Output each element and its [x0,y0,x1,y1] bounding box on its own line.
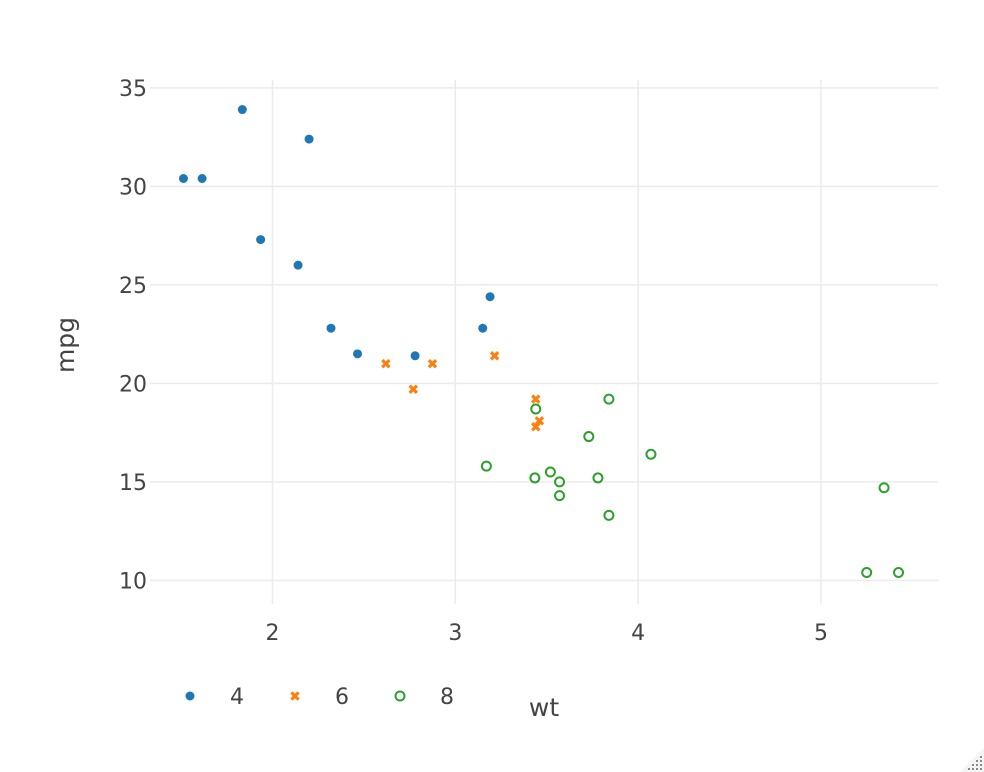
resize-handle-icon[interactable] [960,748,984,772]
data-point[interactable] [427,358,438,369]
y-tick-label: 35 [119,77,147,102]
data-point[interactable] [237,105,247,115]
data-point[interactable] [381,358,391,369]
x-tick-label: 3 [448,621,462,646]
data-point[interactable] [478,323,488,333]
legend-marker[interactable] [185,691,195,701]
data-point[interactable] [554,476,566,488]
data-point[interactable] [583,431,595,443]
data-point[interactable] [256,235,266,245]
legend-label: 4 [230,685,244,710]
data-point[interactable] [878,482,890,494]
data-point[interactable] [531,394,541,404]
data-point[interactable] [293,260,303,270]
legend-item-4[interactable]: 4 [185,685,245,710]
data-point[interactable] [485,292,495,302]
legend-marker[interactable] [394,690,406,702]
x-axis-title: wt [529,693,559,722]
data-point[interactable] [603,509,615,521]
data-point[interactable] [304,134,314,144]
data-point[interactable] [489,351,500,361]
data-point[interactable] [531,421,541,432]
data-point[interactable] [893,566,905,578]
data-point[interactable] [410,351,420,361]
data-point[interactable] [480,460,492,472]
data-point[interactable] [408,384,419,395]
y-axis-title: mpg [51,317,80,373]
y-tick-label: 30 [119,175,147,200]
data-point[interactable] [592,472,604,484]
data-point[interactable] [645,448,657,460]
x-tick-label: 5 [814,621,828,646]
legend[interactable]: 4 6 8 [185,685,455,710]
data-point[interactable] [544,466,556,478]
y-tick-label: 15 [119,471,147,496]
data-point[interactable] [861,566,873,578]
data-point[interactable] [603,393,615,405]
grid-lines [150,80,938,604]
y-axis-ticks: 10 15 20 25 30 35 [119,77,147,594]
data-point[interactable] [197,173,207,183]
y-tick-label: 10 [119,569,147,594]
data-point[interactable] [529,472,541,484]
legend-item-8[interactable]: 8 [394,685,455,710]
data-point[interactable] [353,349,363,359]
data-point[interactable] [178,173,188,183]
data-points [178,105,905,578]
y-tick-label: 25 [119,274,147,299]
data-point[interactable] [326,323,336,333]
legend-marker[interactable] [290,691,300,701]
x-tick-label: 2 [265,621,279,646]
x-tick-label: 4 [631,621,645,646]
data-point[interactable] [554,490,566,502]
x-axis-ticks: 2 3 4 5 [265,621,827,646]
y-tick-label: 20 [119,372,147,397]
data-point[interactable] [530,403,542,415]
legend-label: 8 [440,685,454,710]
legend-item-6[interactable]: 6 [290,685,349,710]
legend-label: 6 [335,685,349,710]
